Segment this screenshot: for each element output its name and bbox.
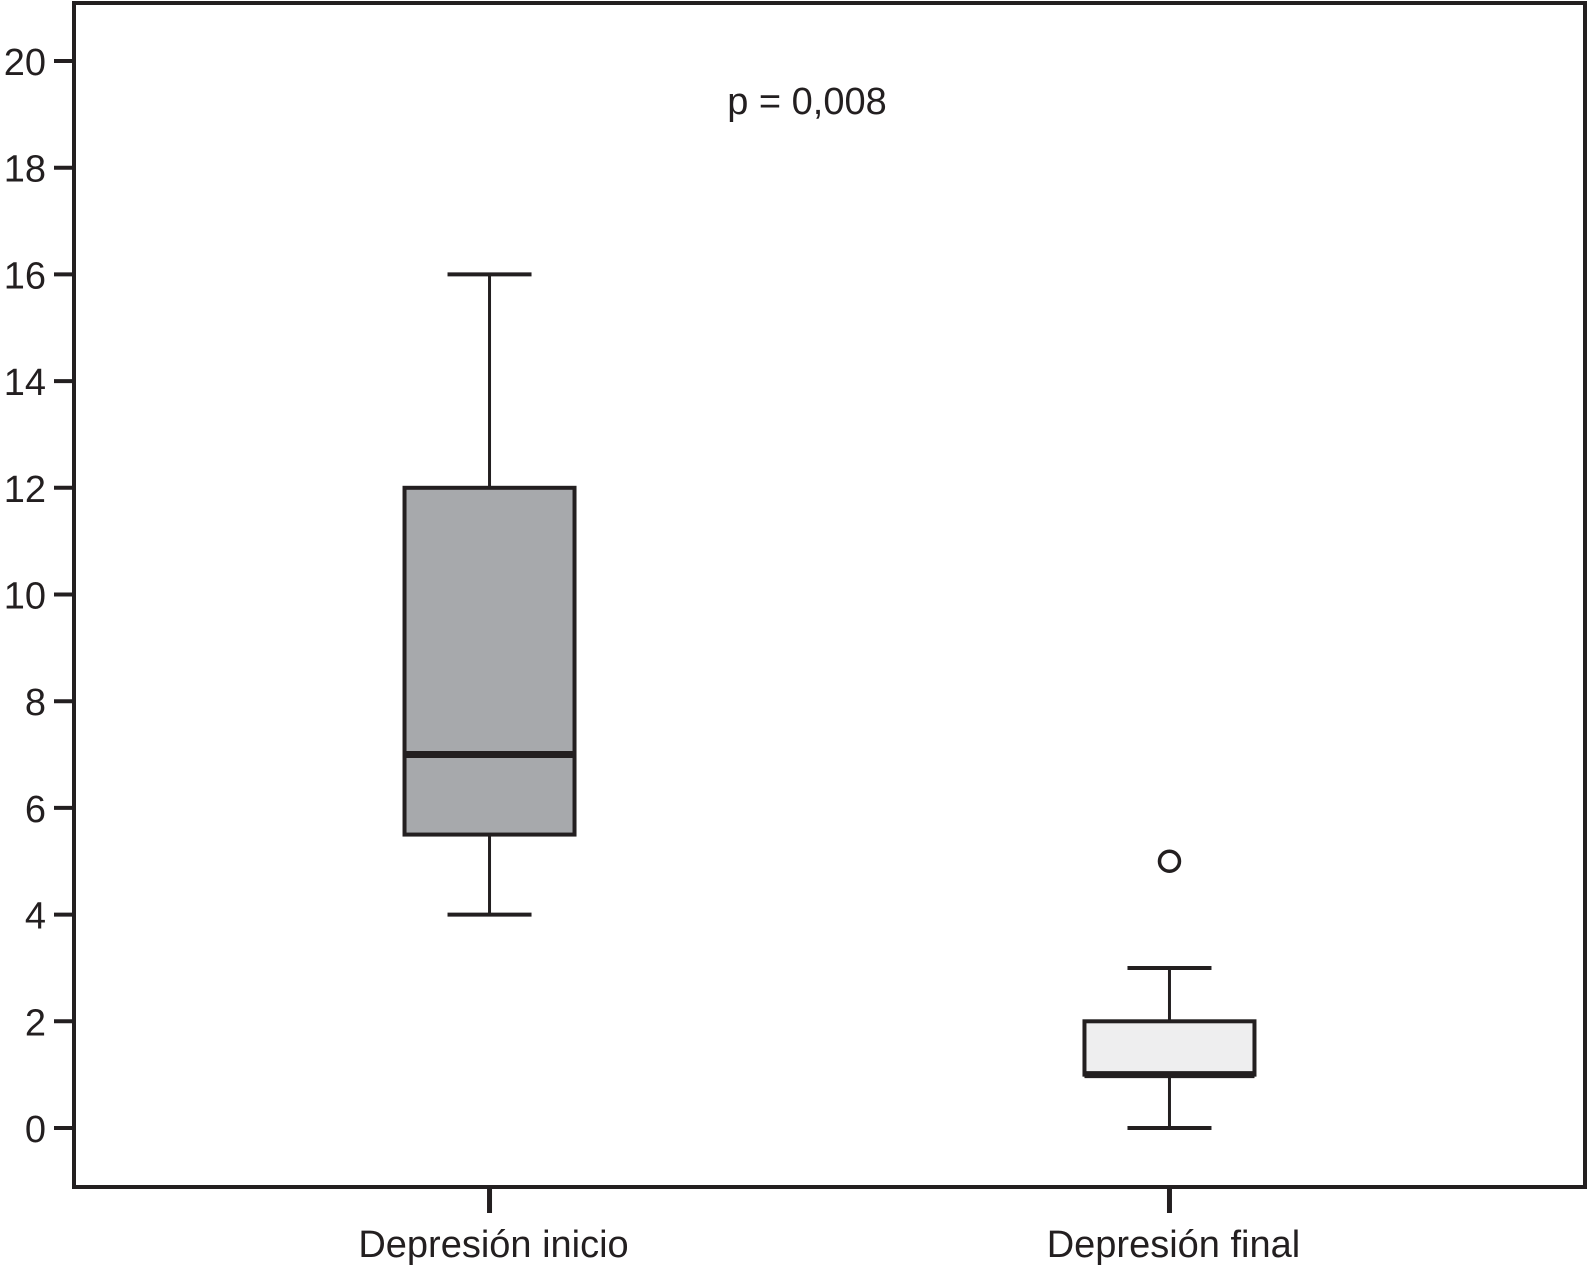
- box-group: [1084, 851, 1254, 1128]
- y-tick-label: 12: [4, 469, 46, 511]
- y-tick-label: 16: [4, 255, 46, 297]
- box-group: [405, 274, 575, 914]
- y-tick-label: 14: [4, 362, 46, 404]
- x-axis: Depresión inicio Depresión final: [358, 1187, 1300, 1266]
- iqr-box: [1084, 1021, 1254, 1074]
- x-category-label: Depresión inicio: [358, 1224, 628, 1266]
- x-category-label: Depresión final: [1047, 1224, 1300, 1266]
- y-tick-label: 18: [4, 149, 46, 191]
- y-tick-label: 10: [4, 576, 46, 618]
- y-tick-label: 6: [25, 789, 46, 831]
- y-axis: 0 2 4 6 8 10 12 14 16 18 20: [4, 42, 74, 1151]
- y-tick-label: 20: [4, 42, 46, 84]
- plot-frame: [74, 3, 1585, 1187]
- iqr-box: [405, 488, 575, 835]
- y-tick-label: 4: [25, 896, 46, 938]
- y-tick-label: 8: [25, 682, 46, 724]
- outlier-point: [1159, 851, 1179, 871]
- boxes: [405, 274, 1255, 1128]
- y-tick-label: 2: [25, 1002, 46, 1044]
- y-tick-label: 0: [25, 1109, 46, 1151]
- p-value-annotation: p = 0,008: [727, 81, 887, 123]
